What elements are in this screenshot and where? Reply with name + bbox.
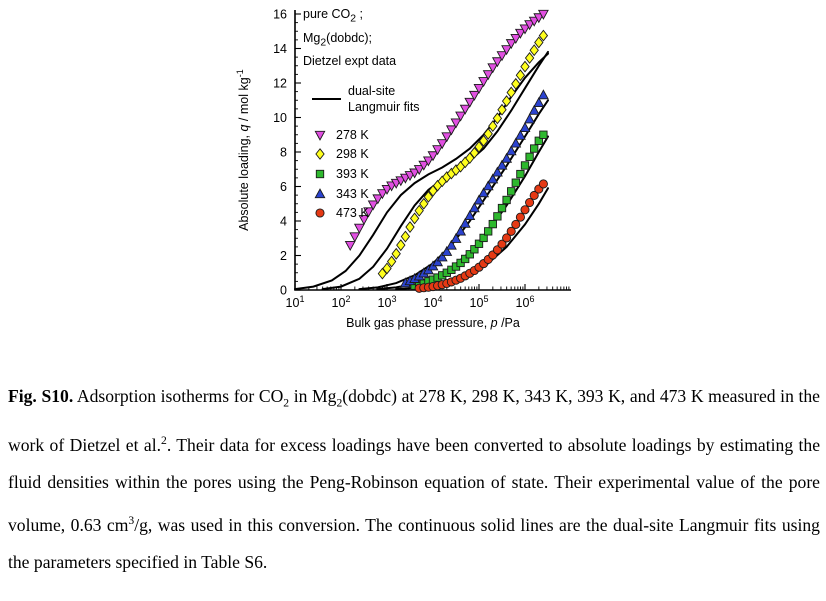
isotherm-plot: 0 2 4 6 8 10 12 14 16 [273, 8, 571, 298]
y-axis-label: Absolute loading, q / mol kg-1 [234, 69, 252, 231]
legend-entry-298k: 298 K [303, 145, 493, 165]
svg-text:14: 14 [273, 42, 287, 56]
legend-header: pure CO2 ; Mg2(dobdc); Dietzel expt data [303, 5, 493, 70]
legend-label: 343 K [336, 186, 369, 201]
svg-text:10: 10 [273, 111, 287, 125]
legend-header-line-3: Dietzel expt data [303, 54, 397, 68]
svg-text:0: 0 [280, 284, 287, 298]
legend-fit-entry: dual-site Langmuir fits [303, 83, 493, 115]
legend-entry-393k: 393 K [303, 164, 493, 184]
legend-fit-label: dual-site Langmuir fits [348, 83, 420, 115]
legend-entries: 278 K 298 K 393 K 343 K 473 K [303, 125, 493, 223]
square-marker-icon [311, 165, 329, 183]
svg-text:8: 8 [280, 146, 287, 160]
chart-legend: pure CO2 ; Mg2(dobdc); Dietzel expt data… [303, 5, 493, 223]
legend-header-line-2: Mg2(dobdc); [303, 30, 373, 49]
circle-marker-icon [311, 204, 329, 222]
svg-text:4: 4 [280, 215, 287, 229]
figure-s10-chart: 0 2 4 6 8 10 12 14 16 101 102 103 104 105 106 Absolut… [234, 5, 571, 330]
legend-label: 473 K [336, 206, 369, 221]
legend-fit-label-line-1: dual-site [348, 84, 396, 98]
figure-caption: Fig. S10. Adsorption isotherms for CO2 i… [8, 386, 821, 573]
legend-entry-278k: 278 K [303, 125, 493, 145]
langmuir-fit-line-sample [312, 97, 341, 101]
triangle-up-marker-icon [311, 185, 329, 203]
document-page: 0 2 4 6 8 10 12 14 16 101 102 103 104 105 106 Absolut… [8, 5, 821, 573]
legend-label: 393 K [336, 166, 369, 181]
x-axis-label: Bulk gas phase pressure, p /Pa [346, 316, 520, 330]
svg-text:12: 12 [273, 77, 287, 91]
svg-text:6: 6 [280, 180, 287, 194]
legend-entry-343k: 343 K [303, 184, 493, 204]
legend-header-line-1: pure CO2 ; [303, 7, 363, 25]
triangle-down-marker-icon [311, 126, 329, 144]
legend-label: 298 K [336, 147, 369, 162]
diamond-marker-icon [311, 145, 329, 163]
legend-fit-label-line-2: Langmuir fits [348, 100, 420, 114]
svg-text:16: 16 [273, 8, 287, 22]
legend-label: 278 K [336, 127, 369, 142]
legend-entry-473k: 473 K [303, 203, 493, 223]
svg-text:2: 2 [280, 249, 287, 263]
